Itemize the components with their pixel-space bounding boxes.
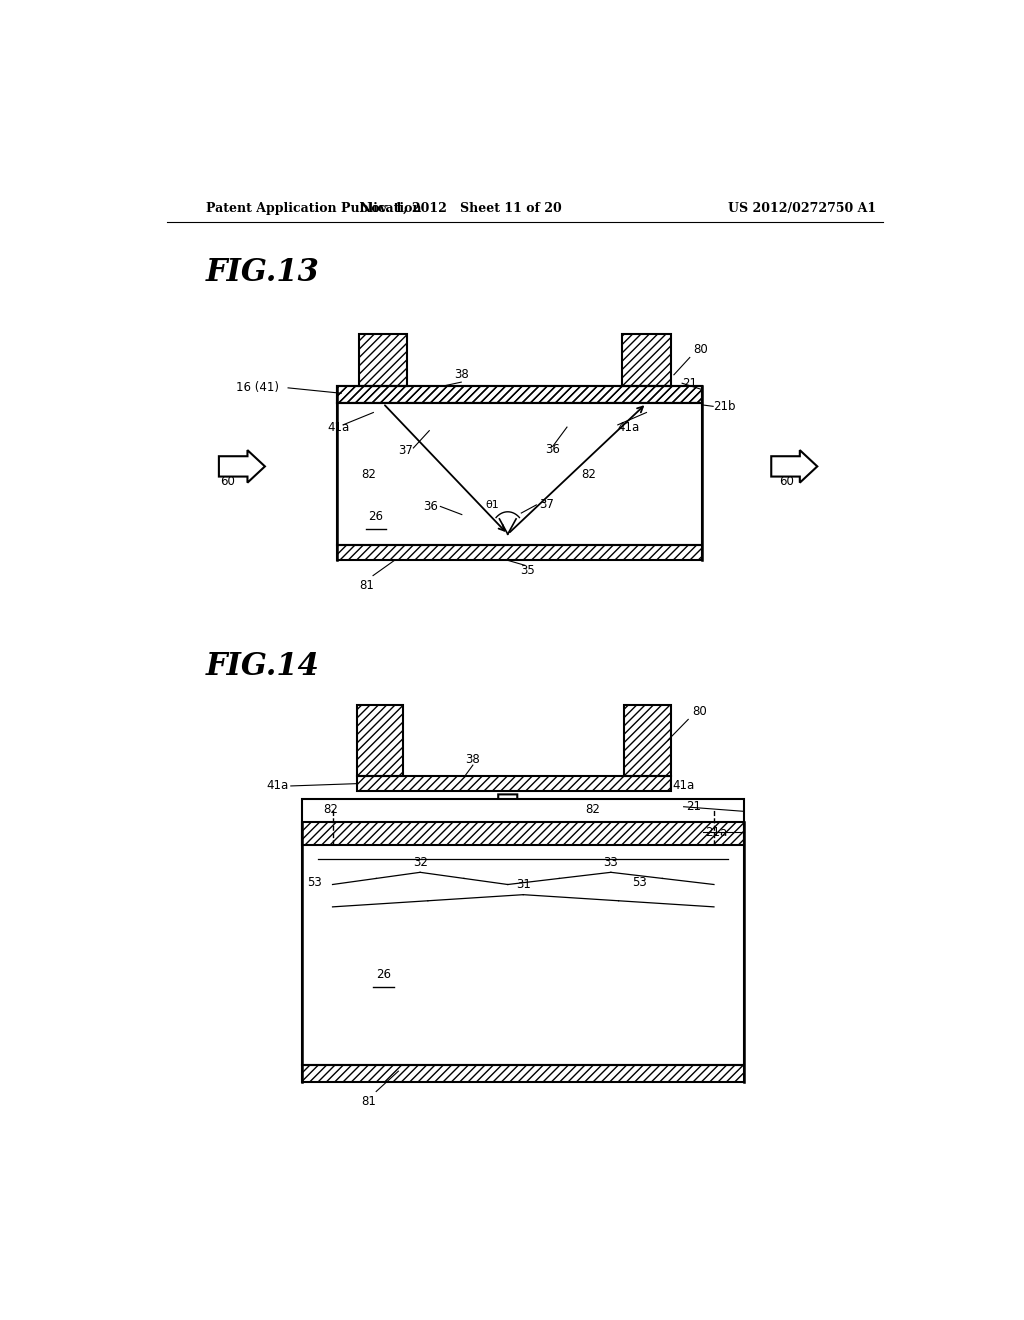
Text: 80: 80	[693, 343, 709, 356]
Text: FIG.14: FIG.14	[206, 651, 319, 682]
Text: 80: 80	[692, 705, 707, 718]
Bar	[337, 545, 701, 561]
Text: 37: 37	[539, 499, 554, 511]
Text: 38: 38	[466, 752, 480, 766]
Text: 21: 21	[686, 800, 701, 813]
FancyArrow shape	[494, 795, 522, 825]
Text: 81: 81	[360, 1096, 376, 1109]
Text: 81: 81	[359, 579, 374, 593]
Text: 60: 60	[779, 475, 795, 488]
FancyArrow shape	[219, 450, 265, 483]
Text: US 2012/0272750 A1: US 2012/0272750 A1	[728, 202, 877, 215]
Text: 53: 53	[632, 875, 647, 888]
Text: 82: 82	[360, 467, 376, 480]
Bar	[337, 404, 701, 545]
Text: 53: 53	[306, 875, 322, 888]
Bar	[302, 1065, 744, 1082]
Text: 21: 21	[682, 376, 697, 389]
Text: 21a: 21a	[706, 825, 728, 838]
Bar	[302, 822, 744, 845]
Text: 16 (41): 16 (41)	[237, 381, 280, 395]
Text: Patent Application Publication: Patent Application Publication	[206, 202, 421, 215]
Text: 41a: 41a	[673, 779, 695, 792]
FancyArrow shape	[771, 450, 817, 483]
Text: 37: 37	[398, 445, 413, 458]
Text: 21b: 21b	[713, 400, 735, 413]
Text: 36: 36	[545, 444, 560, 455]
Bar	[356, 776, 671, 792]
Text: 60: 60	[220, 475, 234, 488]
Text: 35: 35	[520, 564, 535, 577]
Text: 41a: 41a	[617, 421, 640, 434]
Text: 82: 82	[324, 803, 339, 816]
Bar	[302, 799, 744, 1065]
Text: 38: 38	[454, 367, 469, 380]
Text: 32: 32	[413, 855, 428, 869]
Bar	[624, 705, 671, 776]
Text: 36: 36	[423, 500, 438, 513]
Text: Nov. 1, 2012   Sheet 11 of 20: Nov. 1, 2012 Sheet 11 of 20	[360, 202, 562, 215]
Bar	[356, 705, 403, 776]
Text: 41a: 41a	[328, 421, 349, 434]
Text: 26: 26	[369, 510, 384, 523]
Bar	[359, 334, 407, 385]
Text: 41a: 41a	[266, 779, 289, 792]
Text: 26: 26	[376, 968, 391, 981]
Bar	[337, 385, 701, 404]
Bar	[337, 385, 701, 404]
Text: θ1: θ1	[485, 500, 499, 510]
Text: 82: 82	[581, 467, 596, 480]
Text: 31: 31	[516, 878, 530, 891]
Bar	[623, 334, 671, 385]
Text: 33: 33	[603, 855, 618, 869]
Text: FIG.13: FIG.13	[206, 257, 319, 288]
Text: 82: 82	[586, 803, 600, 816]
